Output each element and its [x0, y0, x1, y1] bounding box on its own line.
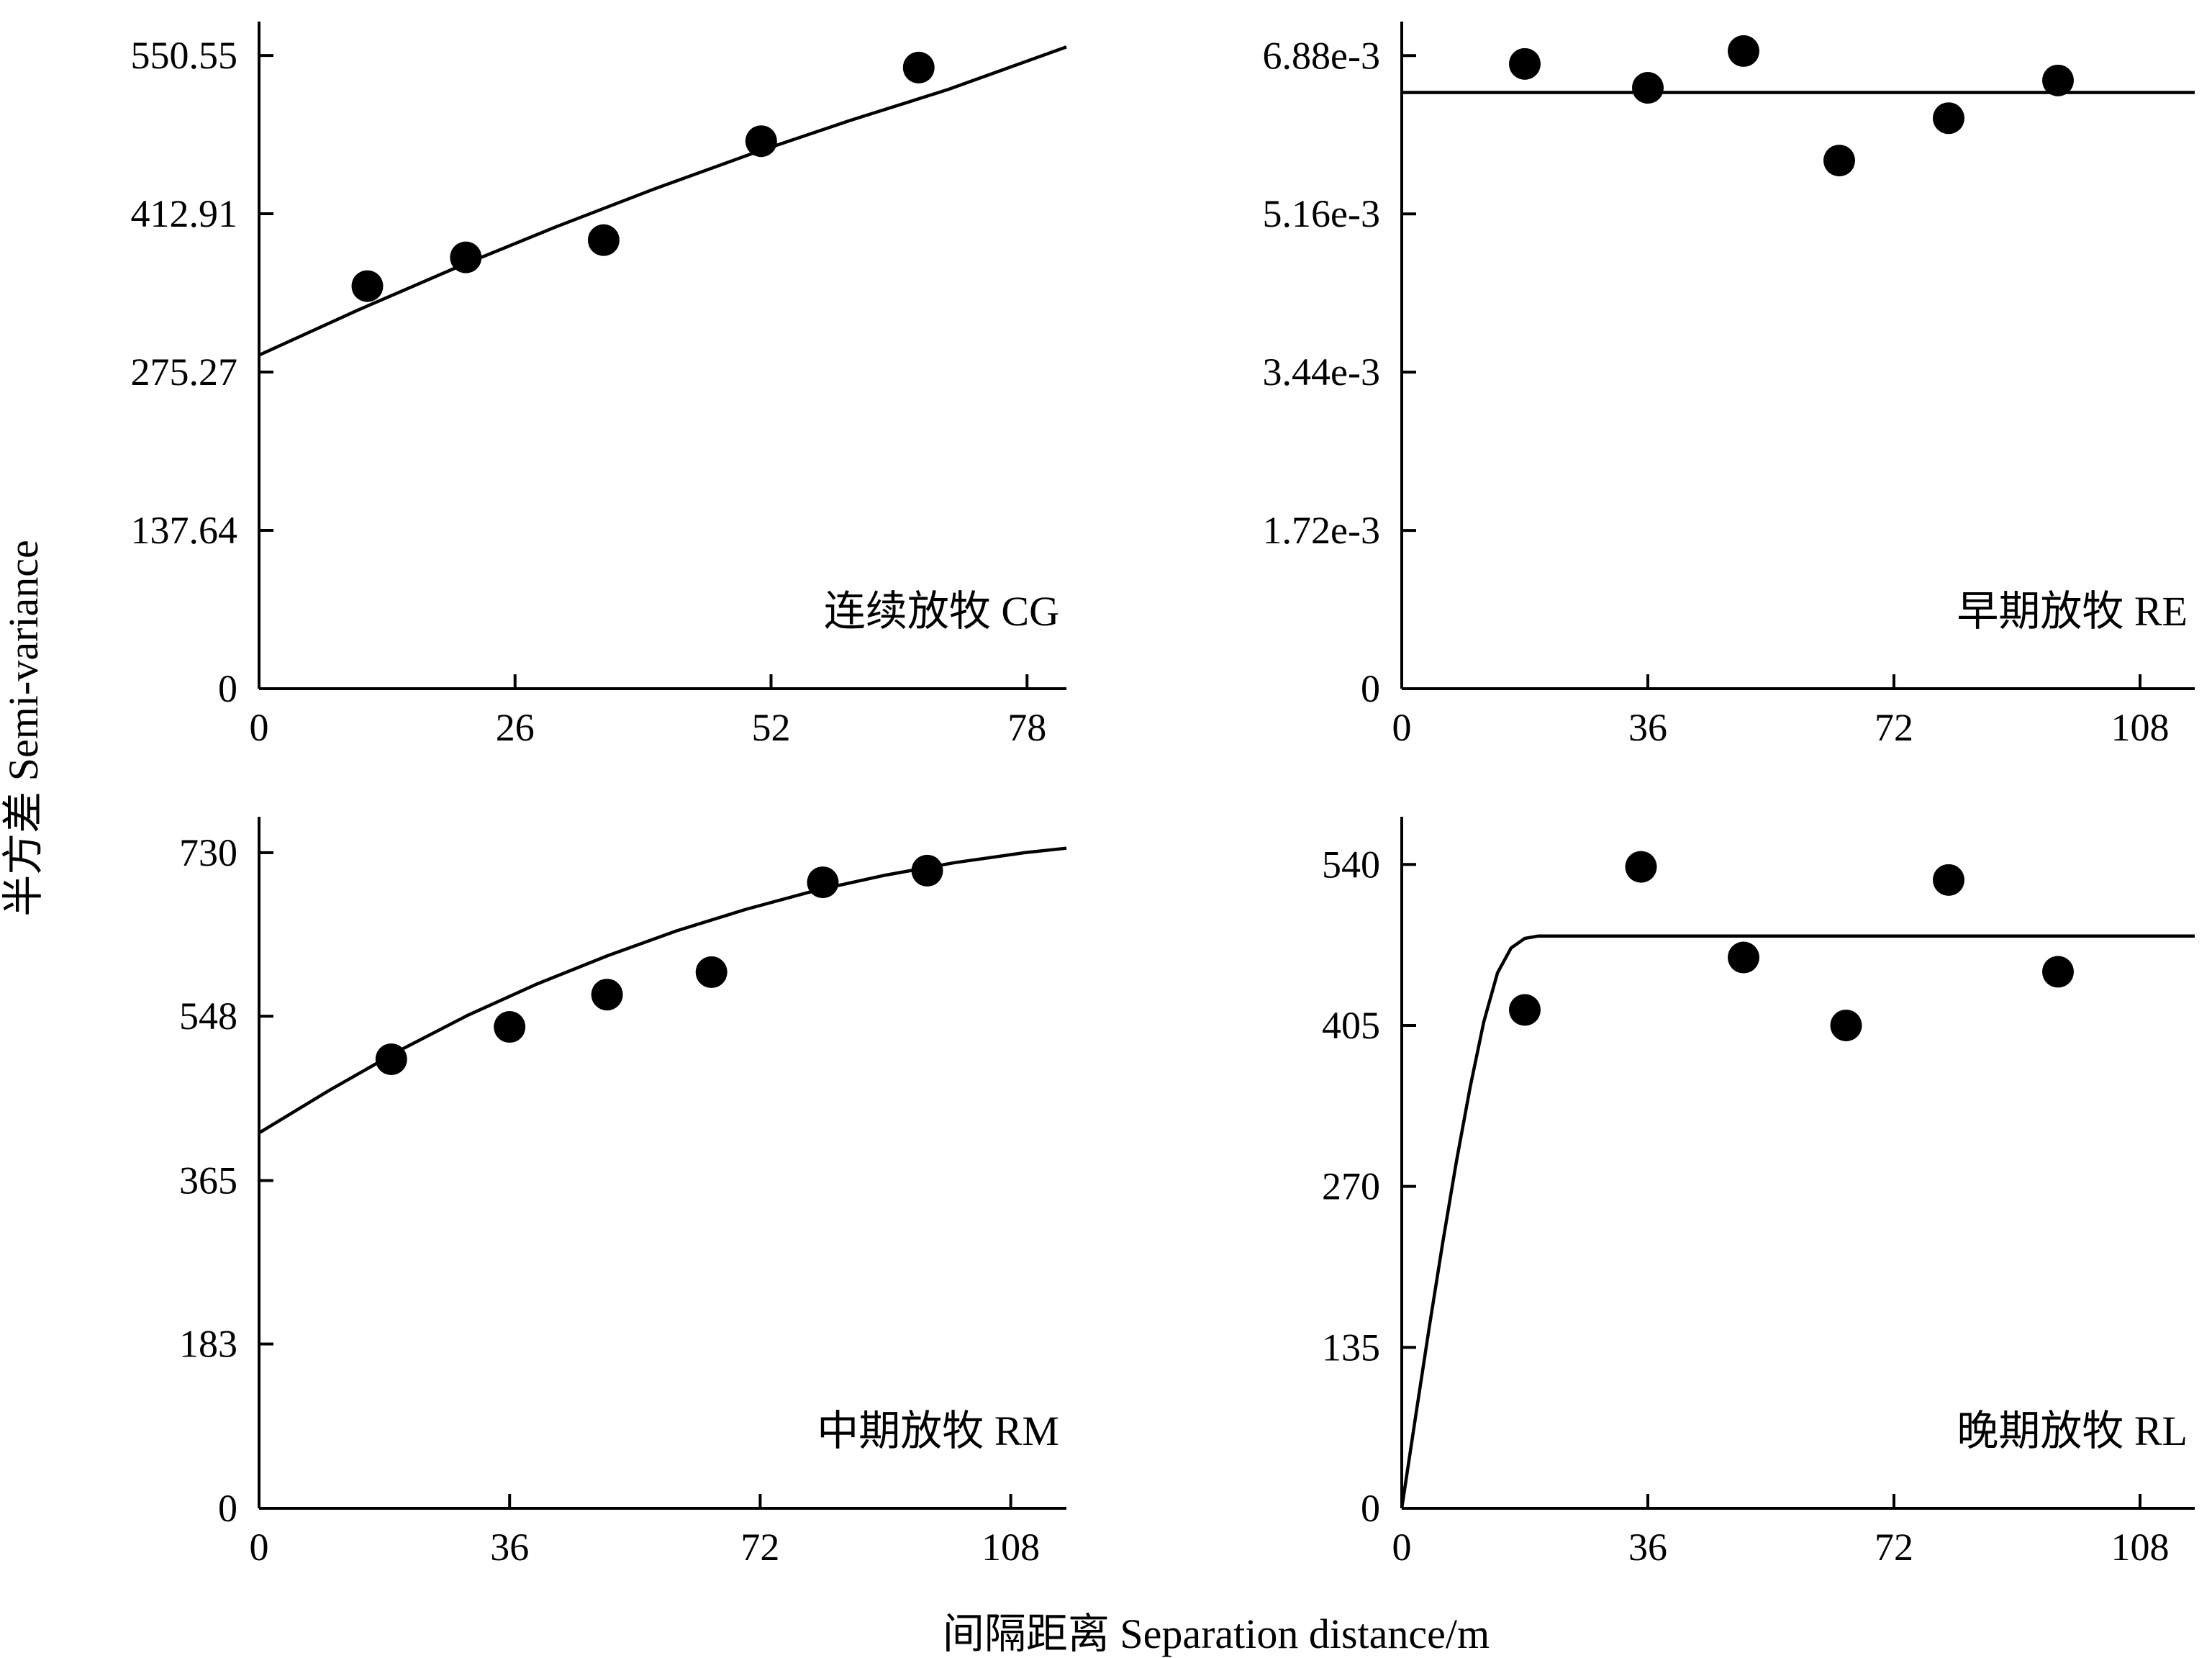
- cg-y-tick-label: 0: [218, 667, 237, 710]
- cg-data-point: [351, 270, 384, 302]
- x-axis-title: 间隔距离 Separation distance/m: [943, 1611, 1490, 1657]
- rl-x-tick-label: 0: [1392, 1526, 1412, 1569]
- cg-x-tick-label: 52: [752, 706, 791, 749]
- rm-x-tick-label: 108: [982, 1526, 1040, 1569]
- panel-cg: 0 137.64 275.27 412.91 550.55 0 26 52 78 连续放牧 CG: [131, 22, 1067, 749]
- re-x-tick-label: 36: [1628, 706, 1667, 749]
- rl-data-point: [1509, 994, 1541, 1026]
- cg-y-tick-label: 550.55: [131, 34, 238, 77]
- rm-y-tick-label: 0: [218, 1487, 237, 1530]
- rl-data-point: [1830, 1009, 1862, 1041]
- rl-y-tick-label: 135: [1322, 1326, 1380, 1369]
- re-data-point: [1632, 72, 1664, 104]
- rl-panel-label: 晚期放牧 RL: [1957, 1408, 2188, 1454]
- cg-model-curve: [258, 45, 1067, 357]
- re-data-point: [1728, 35, 1759, 67]
- rm-x-tick-label: 36: [490, 1526, 529, 1569]
- re-y-tick-label: 6.88e-3: [1263, 34, 1380, 77]
- re-data-point: [1509, 47, 1541, 80]
- re-data-point: [1823, 145, 1855, 177]
- cg-y-tick-label: 137.64: [131, 509, 238, 552]
- rm-data-point: [494, 1011, 526, 1043]
- rl-data-point: [1728, 941, 1759, 974]
- rl-data-point: [1625, 851, 1657, 883]
- re-y-tick-label: 0: [1361, 667, 1380, 710]
- rl-y-tick-label: 0: [1361, 1487, 1380, 1530]
- rm-y-tick-label: 548: [179, 995, 237, 1038]
- cg-y-tick-label: 412.91: [131, 192, 238, 235]
- rl-x-tick-label: 36: [1628, 1526, 1667, 1569]
- cg-data-point: [902, 51, 935, 83]
- re-data-point: [1933, 102, 1964, 135]
- rm-data-point: [695, 956, 727, 988]
- rl-x-tick-label: 72: [1875, 1526, 1913, 1569]
- rm-model-curve: [258, 846, 1067, 1135]
- re-x-tick-label: 72: [1875, 706, 1913, 749]
- cg-data-point: [745, 125, 777, 158]
- rm-data-point: [807, 866, 839, 899]
- y-axis-title: 半方差 Semi-variance: [0, 540, 47, 916]
- rm-y-tick-label: 365: [179, 1159, 237, 1202]
- rm-panel-label: 中期放牧 RM: [817, 1408, 1059, 1454]
- re-x-tick-label: 0: [1392, 706, 1412, 749]
- rm-x-tick-label: 72: [740, 1526, 779, 1569]
- panel-rl: 0 135 270 405 540 0 36 72 108 晚期放牧 RL: [1322, 817, 2195, 1569]
- cg-panel-label: 连续放牧 CG: [824, 588, 1059, 635]
- rl-data-point: [2042, 956, 2074, 988]
- re-x-tick-label: 108: [2111, 706, 2170, 749]
- panel-rm: 0 183 365 548 730 0 36 72 108 中期放牧 RM: [179, 817, 1067, 1569]
- re-panel-label: 早期放牧 RE: [1957, 588, 2188, 635]
- rm-data-point: [911, 854, 943, 887]
- rl-y-tick-label: 405: [1322, 1004, 1380, 1047]
- cg-data-point: [587, 224, 620, 256]
- rm-data-point: [375, 1043, 407, 1075]
- cg-y-tick-label: 275.27: [131, 350, 238, 394]
- rl-data-point: [1933, 864, 1964, 896]
- panel-re: 0 1.72e-3 3.44e-3 5.16e-3 6.88e-3 0 36 72 108 早期放…: [1263, 22, 2195, 749]
- rl-x-tick-label: 108: [2111, 1526, 2170, 1569]
- rl-y-tick-label: 270: [1322, 1165, 1380, 1208]
- rm-y-tick-label: 183: [179, 1323, 237, 1366]
- rm-data-point: [591, 979, 623, 1011]
- cg-x-tick-label: 0: [250, 706, 269, 749]
- re-data-point: [2042, 64, 2074, 96]
- rl-y-tick-label: 540: [1322, 843, 1380, 886]
- re-y-tick-label: 1.72e-3: [1263, 509, 1380, 552]
- rl-model-curve: [1400, 934, 2195, 1509]
- cg-data-point: [450, 241, 482, 273]
- rm-x-tick-label: 0: [250, 1526, 269, 1569]
- re-y-tick-label: 5.16e-3: [1263, 192, 1380, 235]
- cg-x-tick-label: 78: [1007, 706, 1046, 749]
- cg-x-tick-label: 26: [496, 706, 535, 749]
- re-y-tick-label: 3.44e-3: [1263, 350, 1380, 394]
- rm-y-tick-label: 730: [179, 831, 237, 874]
